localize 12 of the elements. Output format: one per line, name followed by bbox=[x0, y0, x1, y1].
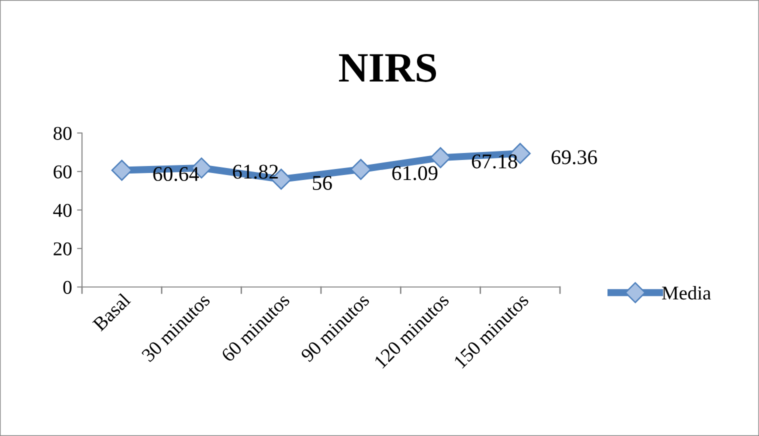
y-tick-label: 20 bbox=[54, 242, 72, 256]
y-tick-label: 0 bbox=[63, 280, 72, 294]
chart-title: NIRS bbox=[339, 54, 436, 82]
data-label: 56 bbox=[312, 176, 332, 190]
point bbox=[111, 160, 132, 181]
y-tick-label: 40 bbox=[53, 204, 72, 217]
point bbox=[350, 158, 372, 180]
data-label: 67.18 bbox=[472, 154, 518, 169]
data-label: 61.09 bbox=[392, 166, 438, 180]
data-label: 69.36 bbox=[552, 150, 597, 164]
y-tick-label: 60 bbox=[54, 165, 72, 178]
y-tick-label: 80 bbox=[54, 126, 72, 140]
